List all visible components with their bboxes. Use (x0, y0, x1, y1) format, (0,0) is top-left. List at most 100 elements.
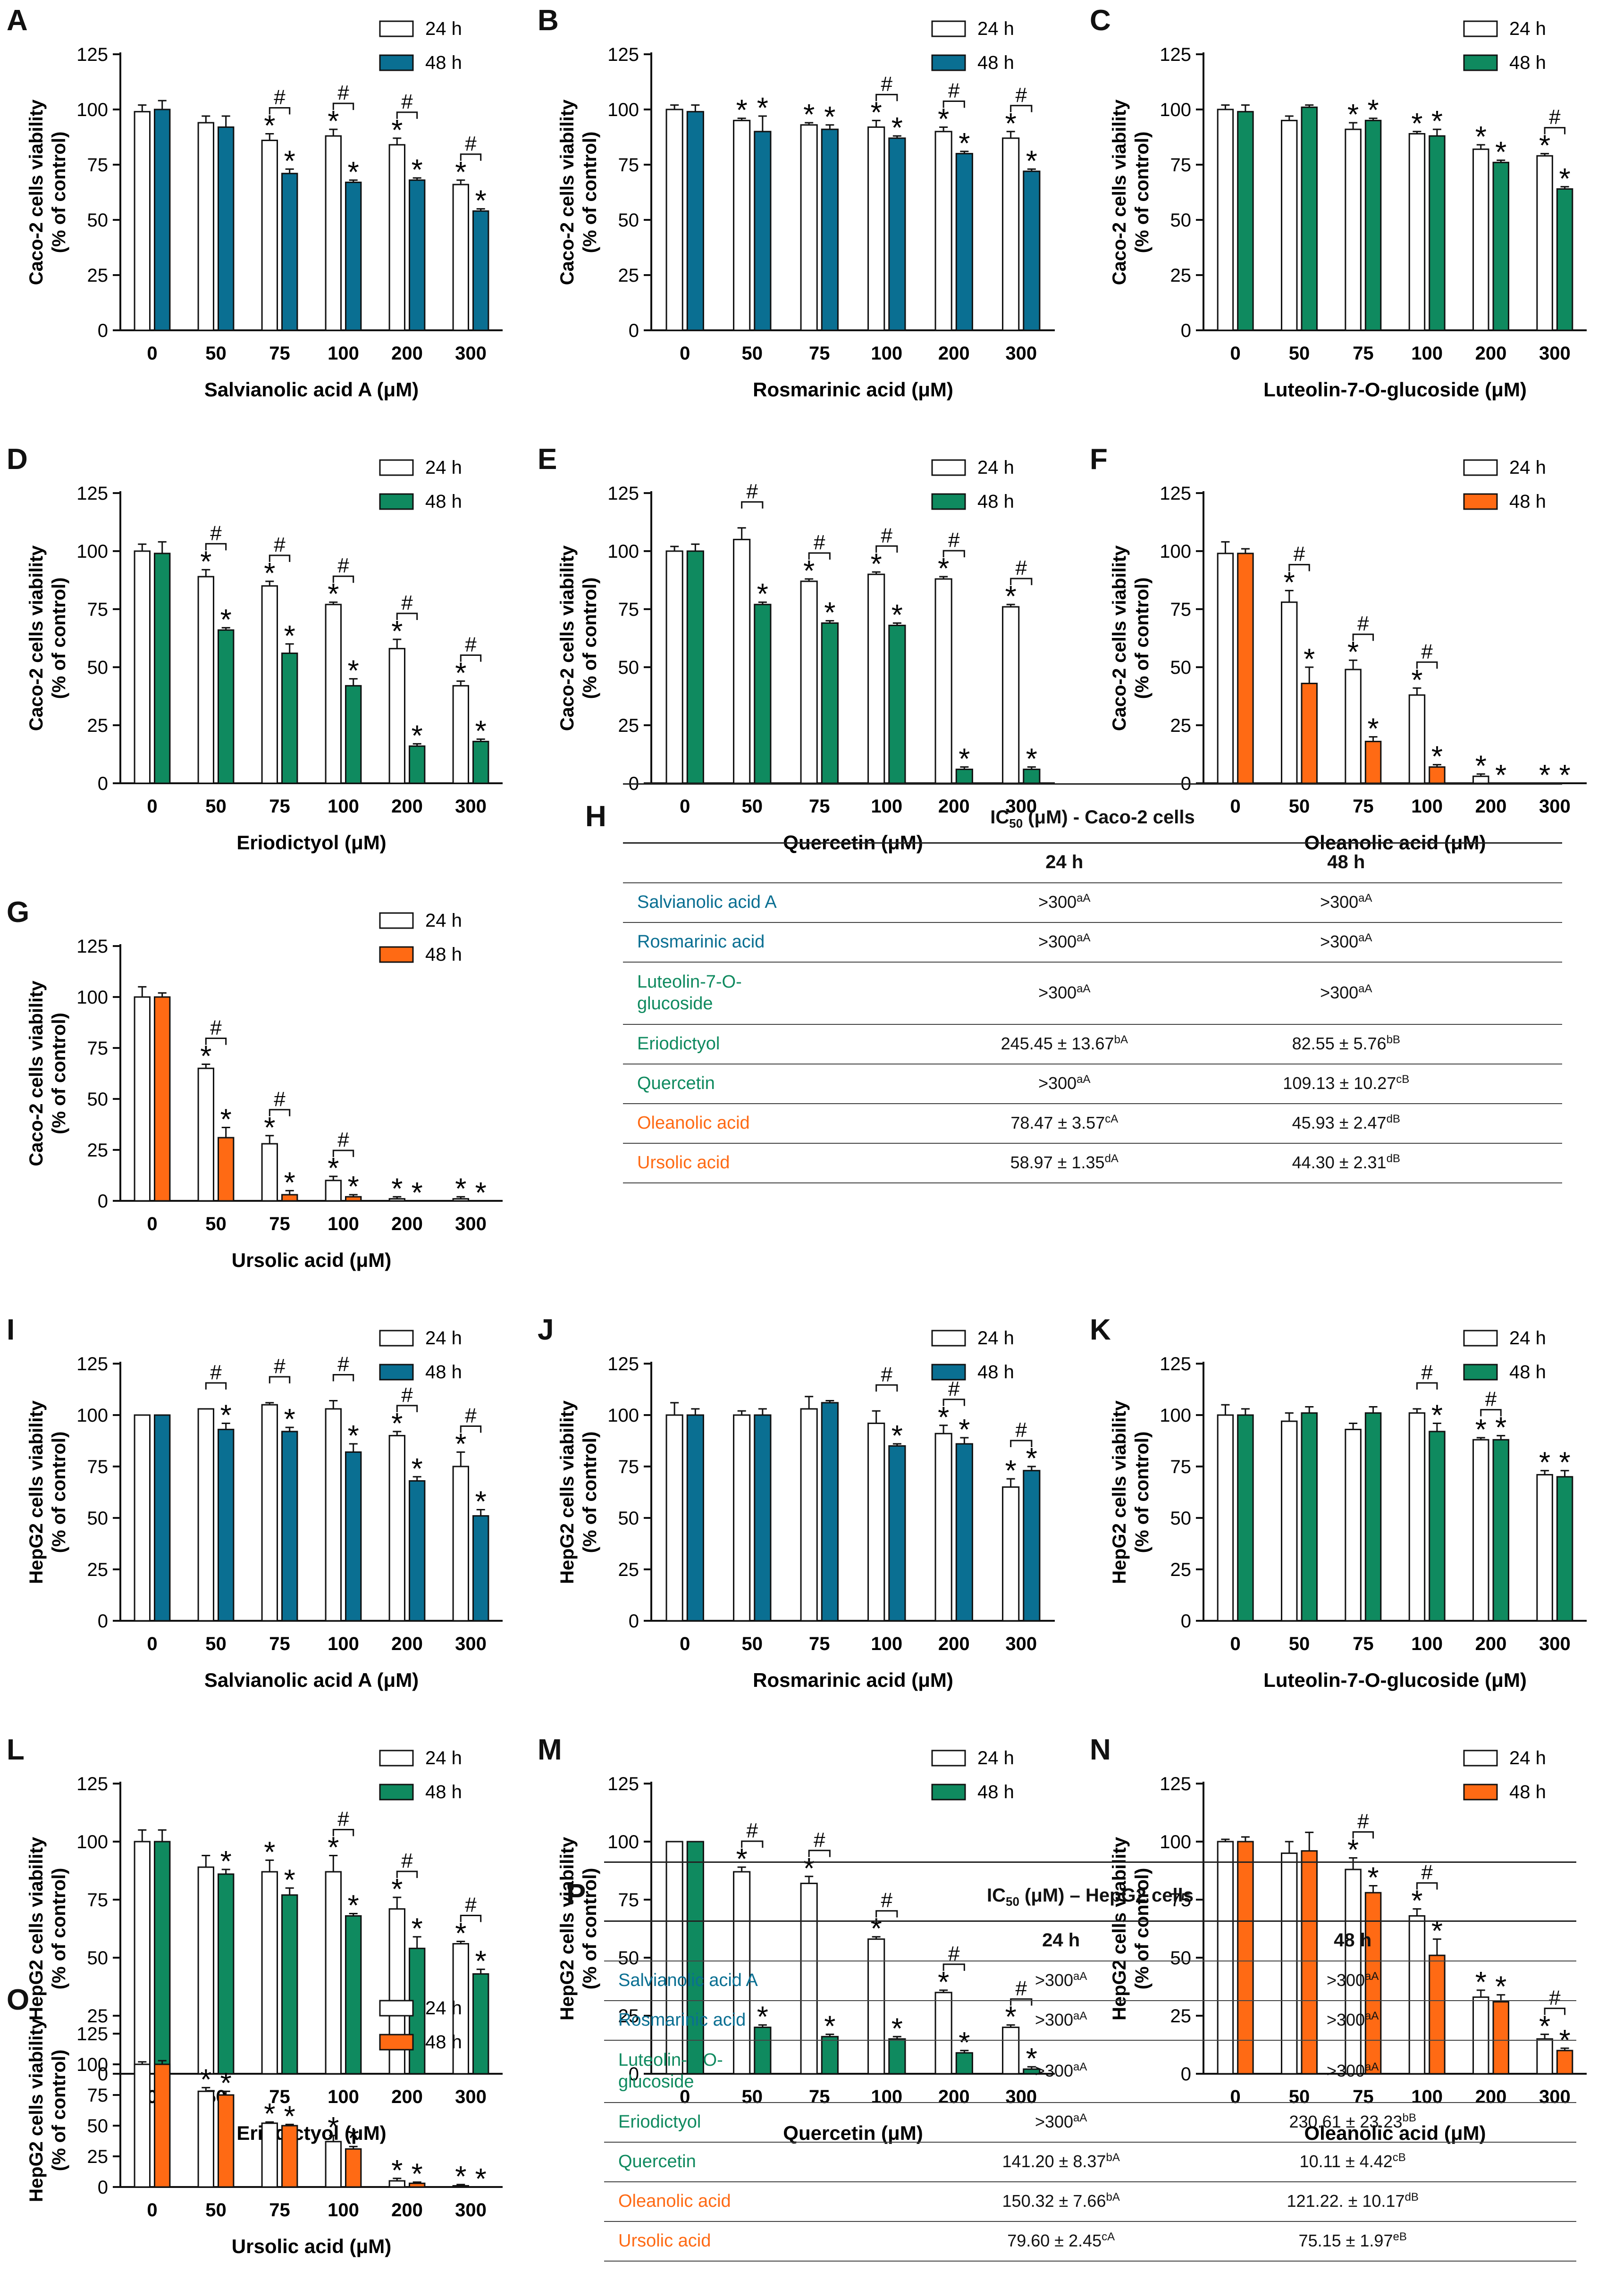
hash-symbol: # (881, 72, 893, 95)
bar-24h (1472, 148, 1489, 331)
y-tick-label: 75 (618, 1457, 639, 1477)
x-tick-label: 75 (1353, 1634, 1374, 1654)
bar-24h (934, 131, 952, 331)
x-axis-label: Oleanolic acid (μM) (1304, 2122, 1486, 2144)
bar-24h (325, 1408, 342, 1622)
y-tick-label: 100 (76, 1832, 108, 1852)
x-axis-label: Luteolin-7-O-glucoside (μM) (1263, 1669, 1527, 1691)
bar-48h (1556, 1476, 1573, 1622)
ic50-value: 10.11 ± 4.42cB (1197, 2151, 1508, 2171)
bar-48h (955, 1443, 973, 1622)
panel-label: J (538, 1314, 554, 1346)
bar-24h (197, 2090, 215, 2188)
significance-star: * (1411, 1885, 1422, 1918)
x-tick-label: 100 (1411, 1634, 1443, 1654)
bar-48h (154, 1414, 171, 1622)
bar-48h (281, 1194, 298, 1202)
comparison-bracket (1352, 633, 1374, 641)
hash-symbol: # (337, 554, 349, 577)
x-tick-label: 200 (391, 1214, 423, 1234)
x-axis-label: Rosmarinic acid (μM) (753, 378, 953, 401)
y-axis-label-line: (% of control) (1132, 1432, 1152, 1553)
comparison-bracket (875, 93, 898, 101)
hash-symbol: # (274, 1355, 286, 1378)
ic50-value: 44.30 ± 2.31dB (1196, 1152, 1497, 1173)
ic50-value: 230.61 ± 23.23bB (1197, 2112, 1508, 2132)
hash-symbol: # (210, 521, 222, 545)
significance-star: * (348, 156, 359, 189)
bar-48h (1364, 1892, 1382, 2075)
legend-swatch (931, 493, 966, 510)
y-axis-label: Caco-2 cells viability (% of control) (26, 99, 69, 285)
bar-48h (1429, 1954, 1446, 2075)
chart-panel-G: G 0 25 50 75 100 125 Caco-2 cells viability (% o… (0, 892, 531, 1309)
x-tick-label: 50 (205, 1634, 227, 1654)
bar-48h (218, 1429, 235, 1622)
chart-svg: 0 25 50 75 100 125 Caco-2 cells viability (% of… (557, 18, 1055, 401)
x-tick-label: 75 (1353, 2087, 1374, 2107)
significance-star: * (391, 615, 403, 648)
significance-star: * (391, 1873, 403, 1906)
legend-label: 24 h (425, 1748, 462, 1768)
x-axis-label: Quercetin (μM) (783, 2122, 923, 2144)
ic50-letters: bA (1114, 1033, 1128, 1046)
x-tick-label: 300 (1005, 1634, 1037, 1654)
significance-star: * (348, 1420, 359, 1452)
bar-48h (472, 210, 489, 331)
x-tick-label: 75 (269, 2087, 290, 2107)
comparison-bracket (269, 1109, 291, 1116)
hash-symbol: # (337, 1808, 349, 1831)
x-tick-label: 100 (871, 1634, 902, 1654)
bar-24h (388, 1435, 405, 1622)
significance-star: * (1431, 1399, 1443, 1432)
significance-star: * (412, 1913, 423, 1945)
significance-star: * (220, 2067, 232, 2100)
y-tick-label: 75 (87, 1038, 109, 1059)
bar-24h (1536, 2038, 1553, 2075)
legend-label: 24 h (1509, 457, 1546, 478)
legend-label: 24 h (977, 1748, 1014, 1768)
column-24h: 24 h (1045, 852, 1084, 872)
bar-48h (1364, 740, 1382, 784)
title-ic: IC (987, 1885, 1006, 1906)
significance-star: * (455, 1173, 466, 1205)
comparison-bracket (269, 1376, 291, 1383)
ic50-letters: aA (1358, 892, 1372, 905)
significance-star: * (1539, 759, 1550, 792)
y-axis-label: Caco-2 cells viability (% of control) (557, 545, 600, 731)
panel-label: L (7, 1734, 25, 1766)
bar-24h (325, 1180, 342, 1202)
significance-star: * (1495, 1971, 1506, 2003)
row-rule (623, 962, 1562, 963)
ic50-letters: bB (1386, 1033, 1400, 1046)
compound-name: Rosmarinic acid (637, 932, 765, 952)
significance-star: * (284, 1864, 295, 1896)
comparison-bracket (1416, 1882, 1438, 1890)
comparison-bracket (396, 612, 418, 620)
ic50-value: 75.15 ± 1.97eB (1197, 2230, 1508, 2251)
legend-label: 48 h (425, 491, 462, 512)
bar-48h (1364, 119, 1382, 331)
bar-24h (197, 1408, 215, 1622)
significance-star: * (803, 555, 815, 587)
y-tick-label: 125 (1160, 1354, 1191, 1374)
bar-48h (154, 109, 171, 331)
hash-symbol: # (747, 480, 758, 503)
significance-star: * (1347, 99, 1359, 131)
ic50-value: >300aA (1196, 931, 1497, 952)
comparison-bracket (205, 543, 227, 551)
bar-48h (888, 2038, 906, 2075)
x-tick-label: 0 (1230, 796, 1241, 817)
y-tick-label: 0 (629, 320, 639, 341)
y-axis-label-line: HepG2 cells viability (557, 1400, 578, 1584)
x-tick-label: 75 (809, 796, 830, 817)
comparison-bracket (460, 1425, 482, 1433)
bar-48h (345, 181, 362, 331)
compound-name: Luteolin-7-O- glucoside (618, 2050, 723, 2092)
row-rule-bottom (604, 2261, 1576, 2262)
ic50-number: 141.20 ± 8.37 (1002, 2152, 1106, 2171)
y-tick-label: 50 (87, 1089, 109, 1110)
y-axis-label-line: (% of control) (49, 1013, 69, 1134)
significance-star: * (412, 154, 423, 186)
significance-star: * (871, 96, 882, 129)
